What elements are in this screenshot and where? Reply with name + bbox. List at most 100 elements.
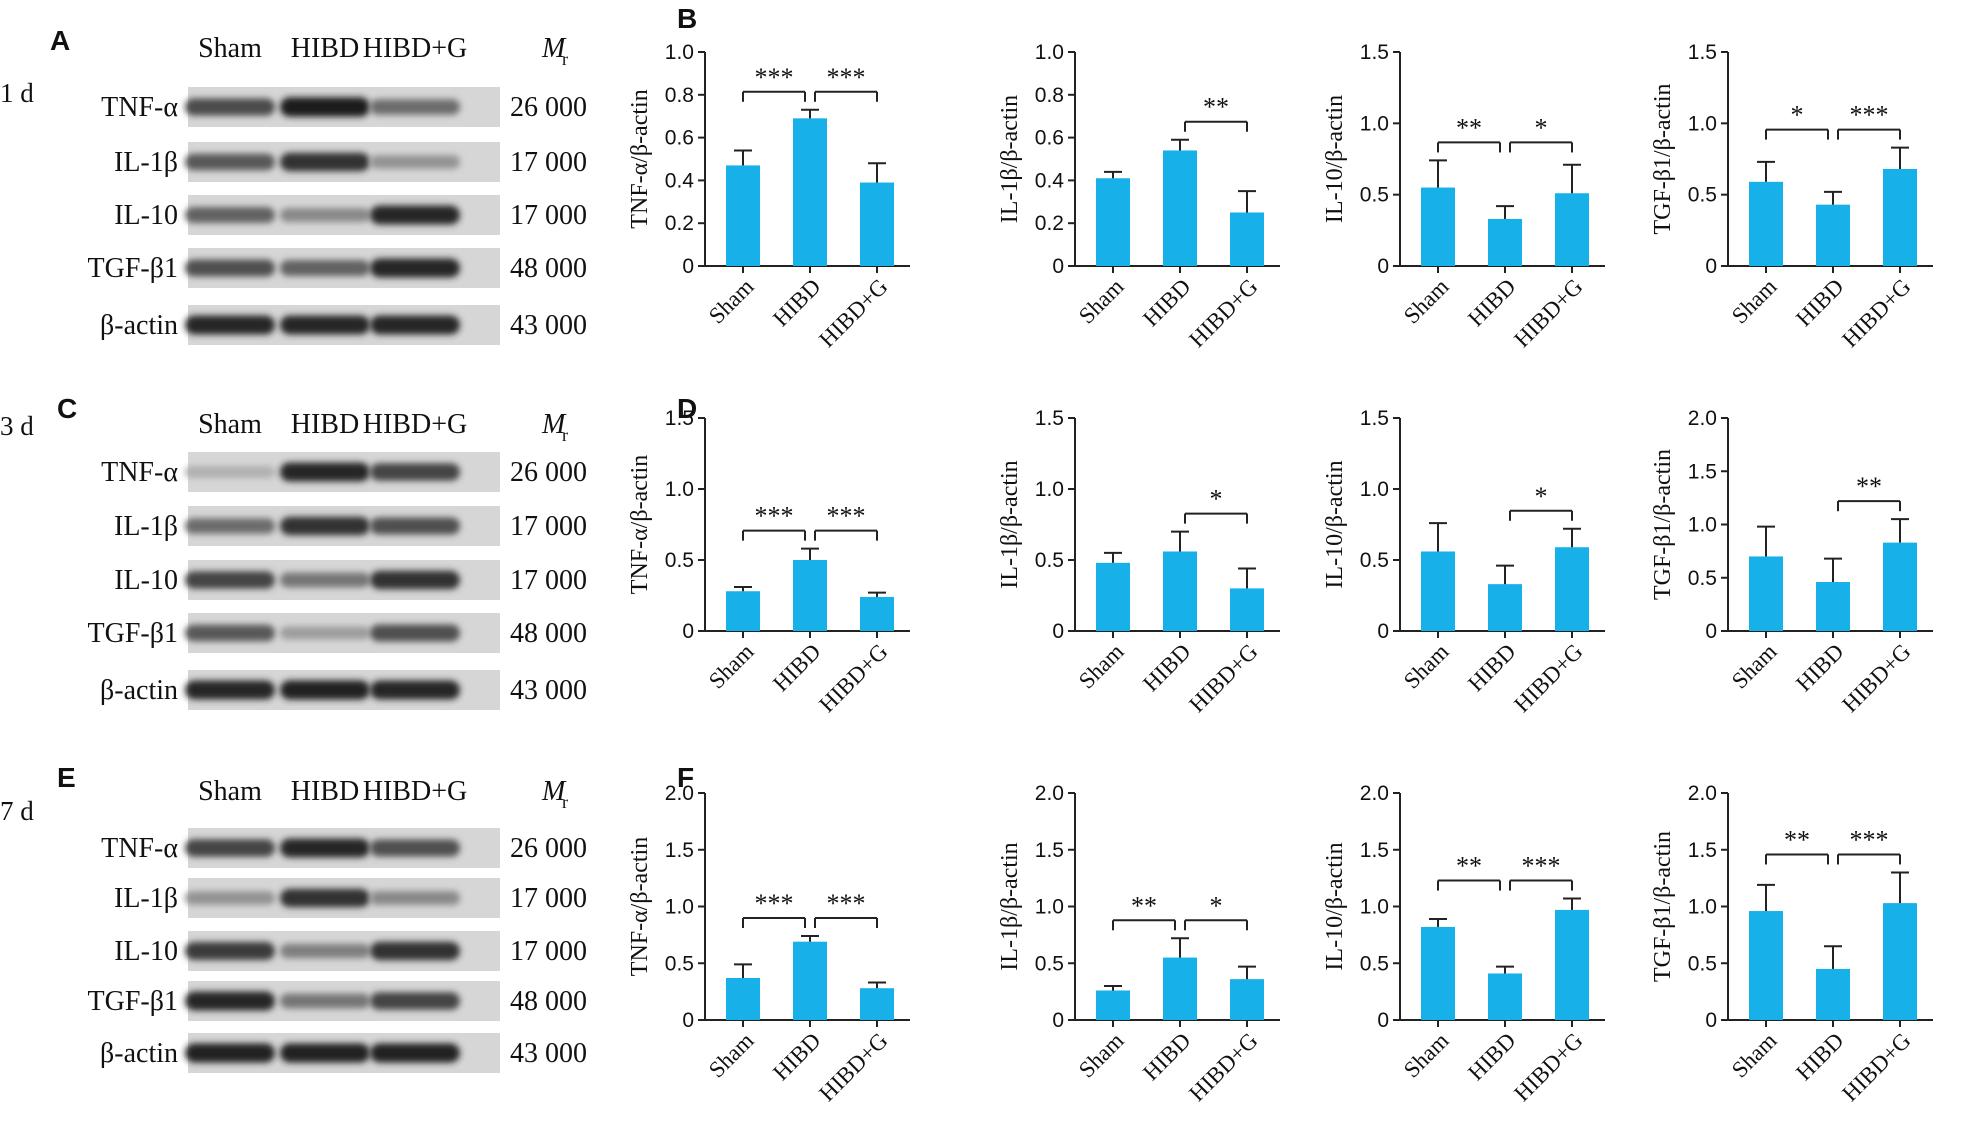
y-axis-label: IL-10/β-actin: [1322, 95, 1348, 223]
y-tick-label: 0.5: [1035, 549, 1064, 572]
y-tick-label: 0.6: [1035, 127, 1064, 150]
data-bar: [1096, 990, 1130, 1020]
protein-label: IL-1β: [114, 883, 178, 914]
lane-header: HIBD: [291, 409, 359, 440]
significance-label: *: [1535, 482, 1548, 511]
data-bar: [726, 978, 760, 1020]
panel-letter-f: F: [677, 762, 694, 793]
protein-label: IL-10: [114, 200, 178, 231]
protein-band: [370, 205, 460, 225]
mw-label: 17 000: [510, 883, 587, 914]
data-bar: [1230, 212, 1264, 266]
data-bar: [860, 596, 894, 631]
y-tick-label: 0: [1705, 255, 1717, 278]
significance-label: ***: [755, 889, 794, 918]
protein-label: TNF-α: [101, 457, 178, 488]
data-bar: [1421, 926, 1455, 1020]
protein-band: [370, 99, 460, 115]
protein-band: [280, 1043, 370, 1063]
y-tick-label: 1.0: [665, 41, 694, 64]
protein-band: [370, 463, 460, 481]
panel-letters: A B C D E F: [50, 3, 697, 793]
protein-band: [370, 941, 460, 961]
y-tick-label: 0.4: [1035, 169, 1065, 192]
y-tick-label: 0: [682, 255, 694, 278]
mw-label: 17 000: [510, 200, 587, 231]
y-tick-label: 1.5: [1360, 407, 1389, 430]
significance-label: ***: [755, 502, 794, 531]
protein-band: [280, 516, 370, 536]
mr-subscript: r: [562, 792, 568, 812]
significance-label: *: [1210, 891, 1223, 920]
lane-header: HIBD+G: [363, 409, 467, 440]
protein-label: TGF-β1: [88, 618, 178, 649]
mw-label: 48 000: [510, 618, 587, 649]
protein-band: [185, 624, 275, 642]
y-tick-label: 1.5: [665, 839, 694, 862]
mw-label: 17 000: [510, 147, 587, 178]
y-tick-label: 0.4: [665, 169, 695, 192]
protein-band: [185, 942, 275, 960]
protein-label: TNF-α: [101, 833, 178, 864]
y-tick-label: 0: [1705, 620, 1717, 643]
protein-label: β-actin: [100, 675, 178, 706]
protein-label: TGF-β1: [88, 253, 178, 284]
significance-label: **: [1456, 852, 1482, 881]
protein-label: TNF-α: [101, 92, 178, 123]
significance-label: ***: [1850, 101, 1889, 130]
mr-header: M: [541, 33, 567, 64]
y-tick-label: 0: [1705, 1009, 1717, 1032]
y-axis-label: TGF-β1/β-actin: [1650, 449, 1676, 600]
y-tick-label: 0.5: [1360, 184, 1389, 207]
mw-label: 26 000: [510, 833, 587, 864]
data-bar: [1749, 181, 1783, 266]
y-axis-label: IL-1β/β-actin: [997, 95, 1023, 223]
protein-band: [280, 943, 370, 959]
protein-band: [185, 839, 275, 857]
data-bar: [1816, 582, 1850, 631]
significance-label: **: [1856, 472, 1882, 501]
mw-label: 17 000: [510, 565, 587, 596]
significance-label: *: [1210, 485, 1223, 514]
y-tick-label: 0: [682, 1009, 694, 1032]
data-bar: [1096, 178, 1130, 266]
mw-label: 26 000: [510, 457, 587, 488]
data-bar: [1163, 150, 1197, 266]
y-tick-label: 0.5: [1360, 952, 1389, 975]
significance-label: **: [1456, 113, 1482, 142]
protein-band: [185, 153, 275, 171]
protein-band: [185, 991, 275, 1011]
data-bar: [1883, 168, 1917, 266]
mr-subscript: r: [562, 49, 568, 69]
blot-panel-a: 1 d Sham HIBD HIBD+G Mr TNF-α 26 000 IL-1β 17 00…: [0, 33, 587, 345]
data-bar: [1555, 909, 1589, 1020]
data-bar: [1816, 204, 1850, 266]
panel-letter-a: A: [50, 25, 70, 56]
protein-band: [370, 992, 460, 1010]
y-tick-label: 1.5: [1035, 407, 1064, 430]
data-bar: [1749, 556, 1783, 631]
data-bar: [793, 560, 827, 631]
protein-band: [370, 258, 460, 278]
y-tick-label: 1.0: [1360, 112, 1389, 135]
y-tick-label: 1.5: [1688, 839, 1717, 862]
mw-label: 26 000: [510, 92, 587, 123]
lane-header: Sham: [198, 33, 262, 64]
y-tick-label: 0: [1377, 1009, 1389, 1032]
y-axis-label: IL-1β/β-actin: [997, 460, 1023, 588]
protein-band: [185, 98, 275, 116]
protein-band: [185, 259, 275, 277]
protein-band: [370, 517, 460, 535]
significance-label: *: [1791, 101, 1804, 130]
protein-band: [185, 680, 275, 700]
protein-band: [370, 891, 460, 905]
y-tick-label: 1.5: [1035, 839, 1064, 862]
y-axis-label: TNF-α/β-actin: [627, 455, 653, 594]
significance-label: ***: [827, 63, 866, 92]
data-bar: [1163, 551, 1197, 631]
protein-band: [280, 838, 370, 858]
y-tick-label: 0.5: [1688, 952, 1717, 975]
mw-label: 43 000: [510, 675, 587, 706]
y-tick-label: 0: [1052, 255, 1064, 278]
